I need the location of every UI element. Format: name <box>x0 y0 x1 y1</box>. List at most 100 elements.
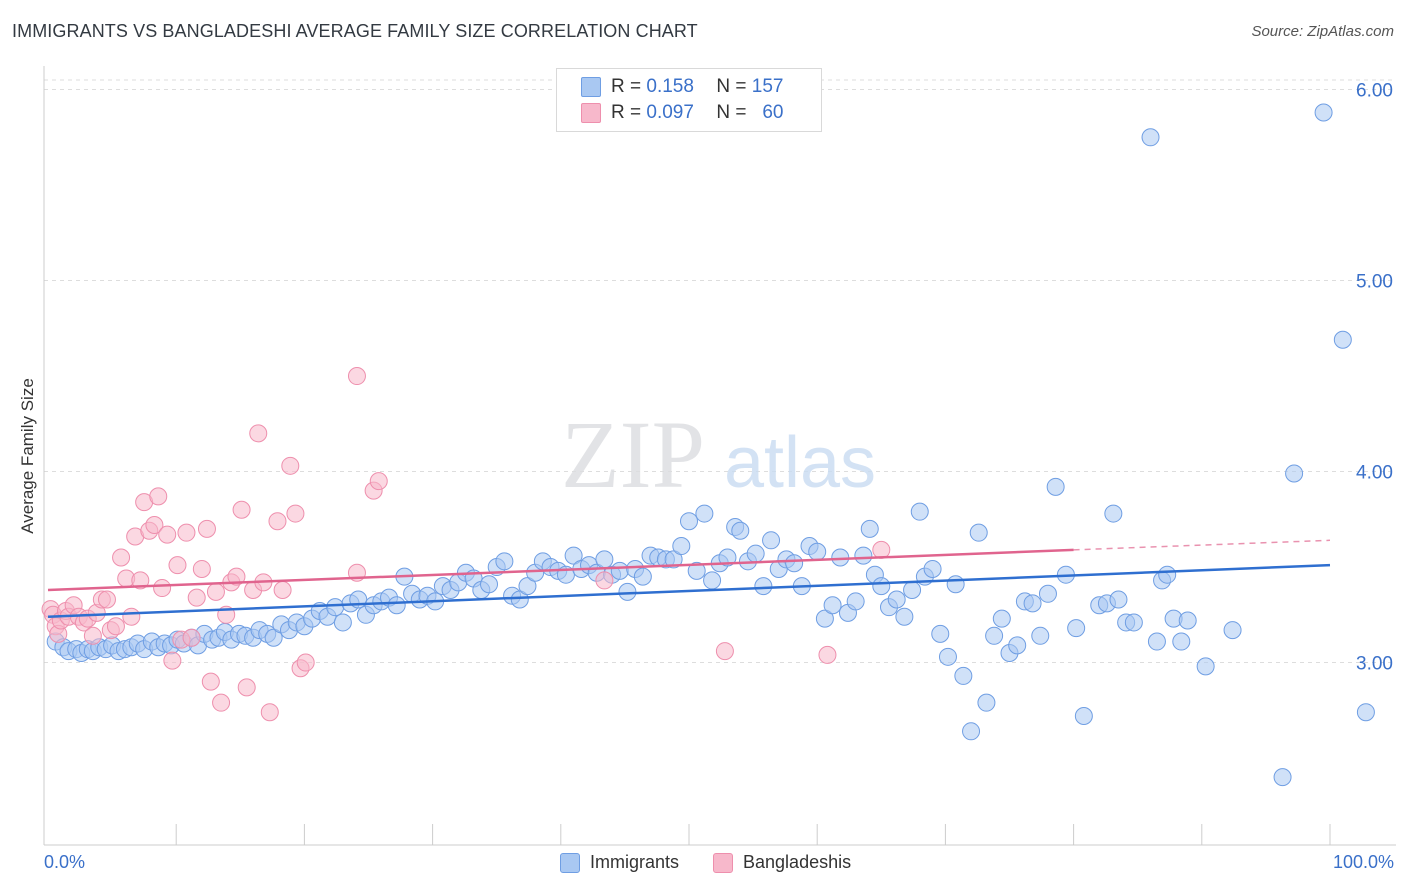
bangladeshis-points <box>41 367 891 722</box>
data-point <box>182 628 201 647</box>
bangladeshis-trend-line <box>47 548 1074 592</box>
data-point <box>887 590 906 609</box>
data-point <box>1008 636 1027 655</box>
data-point <box>687 561 706 580</box>
data-point <box>347 367 366 386</box>
data-point <box>387 596 406 615</box>
correlation-legend: R = 0.158 N = 157 R = 0.097 N = 60 <box>556 68 822 132</box>
data-point <box>818 645 837 664</box>
data-point <box>1314 103 1333 122</box>
data-point <box>785 554 804 573</box>
chart-title: IMMIGRANTS VS BANGLADESHI AVERAGE FAMILY… <box>12 21 698 41</box>
data-point <box>931 624 950 643</box>
data-point <box>1031 626 1050 645</box>
n-value: 60 <box>762 102 784 123</box>
data-point <box>153 579 172 598</box>
data-point <box>232 500 251 519</box>
data-point <box>595 571 614 590</box>
n-label: N = <box>716 76 747 97</box>
data-point <box>962 722 981 741</box>
data-point <box>201 672 220 691</box>
legend-row-immigrants: R = 0.158 N = 157 <box>581 75 783 99</box>
data-point <box>1178 611 1197 630</box>
data-point <box>333 613 352 632</box>
data-point <box>369 472 388 491</box>
n-label: N = <box>716 102 747 123</box>
data-point <box>985 626 1004 645</box>
data-point <box>872 540 891 559</box>
r-label: R = <box>611 76 642 97</box>
r-value: 0.097 <box>646 102 694 123</box>
data-point <box>1046 477 1065 496</box>
data-point <box>762 531 781 550</box>
data-point <box>895 607 914 626</box>
data-point <box>1104 504 1123 523</box>
data-point <box>192 559 211 578</box>
data-point <box>815 609 834 628</box>
data-point <box>860 519 879 538</box>
data-point <box>480 575 499 594</box>
r-label: R = <box>611 102 642 123</box>
data-point <box>1124 613 1143 632</box>
data-point <box>695 504 714 523</box>
data-point <box>633 567 652 586</box>
data-point <box>664 550 683 569</box>
data-point <box>618 582 637 601</box>
data-point <box>281 456 300 475</box>
data-point <box>754 577 773 596</box>
data-point <box>510 590 529 609</box>
data-point <box>910 502 929 521</box>
data-point <box>145 516 164 535</box>
axes <box>43 66 1396 846</box>
data-point <box>977 693 996 712</box>
bangladeshis-legend-swatch <box>713 852 734 873</box>
data-point <box>1333 330 1352 349</box>
data-point <box>672 537 691 556</box>
data-point <box>1147 632 1166 651</box>
data-point <box>286 504 305 523</box>
data-point <box>872 577 891 596</box>
data-point <box>938 647 957 666</box>
data-point <box>1273 768 1292 787</box>
data-point <box>903 580 922 599</box>
data-point <box>731 521 750 540</box>
data-point <box>1067 619 1086 638</box>
data-point <box>83 626 102 645</box>
data-point <box>326 598 345 617</box>
data-point <box>1356 703 1375 722</box>
data-point <box>680 512 698 531</box>
data-point <box>122 607 141 626</box>
data-point <box>212 693 231 712</box>
data-point <box>206 582 225 601</box>
data-point <box>264 628 283 647</box>
bangladeshis-trend-extension <box>1073 539 1331 551</box>
data-point <box>249 424 268 443</box>
data-point <box>715 642 734 661</box>
data-point <box>187 588 206 607</box>
data-point <box>746 544 765 563</box>
data-point <box>149 487 168 506</box>
data-point <box>197 519 216 538</box>
data-point <box>97 590 116 609</box>
legend-item-bangladeshis: Bangladeshis <box>713 852 851 873</box>
trend-lines <box>47 539 1331 618</box>
data-point <box>296 653 315 672</box>
r-value: 0.158 <box>646 76 694 97</box>
data-point <box>227 567 246 586</box>
y-tick-label: 5.00 <box>1356 272 1393 293</box>
data-point <box>273 580 292 599</box>
data-point <box>495 552 514 571</box>
data-point <box>1158 565 1177 584</box>
watermark-zip: ZIP <box>561 401 705 508</box>
data-point <box>954 666 973 685</box>
immigrants-trend-line <box>47 563 1331 618</box>
data-point <box>1285 464 1304 483</box>
immigrants-points <box>46 103 1375 787</box>
data-point <box>131 571 150 590</box>
data-point <box>1038 584 1057 603</box>
data-point <box>923 559 942 578</box>
data-point <box>610 561 629 580</box>
data-point <box>1196 657 1215 676</box>
data-point <box>992 609 1011 628</box>
